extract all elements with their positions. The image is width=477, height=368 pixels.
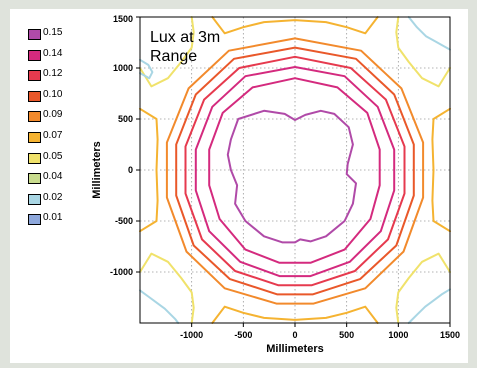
legend-label: 0.02 (43, 191, 63, 203)
legend-label: 0.10 (43, 88, 63, 100)
legend-swatch (28, 214, 41, 226)
x-tick-label: 1000 (388, 330, 408, 340)
legend-label: 0.07 (43, 130, 63, 141)
contour-line-0-07 (211, 16, 379, 35)
y-tick-label: 1500 (113, 14, 133, 24)
contour-line-0-05 (395, 16, 451, 88)
contour-line-0-15 (226, 109, 357, 244)
legend-label: 0.04 (43, 171, 63, 183)
contour-line-0-05 (139, 252, 195, 324)
contour-chart: -1000 -500 0 500 1000 1500 1500 1000 500 0 -500 -10… (91, 14, 460, 355)
legend-label: 0.09 (43, 109, 63, 121)
legend-swatch (28, 152, 41, 164)
legend-label: 0.14 (43, 47, 63, 59)
contour-line-0-10 (175, 46, 415, 296)
y-tick-label: -1000 (110, 267, 133, 277)
contour-line-0-05 (139, 16, 195, 88)
x-tick-label: 0 (292, 330, 297, 340)
y-tick-label: 0 (128, 165, 133, 175)
legend-label: 0.12 (43, 68, 63, 80)
chart-title-line-2: Range (150, 48, 197, 65)
contour-line-0-02 (139, 289, 180, 324)
contour-line-0-07 (431, 107, 451, 233)
contour-lines (139, 16, 451, 324)
contour-line-0-02 (407, 288, 451, 324)
contour-line-0-02 (407, 16, 451, 51)
legend-label: 0.05 (43, 150, 63, 162)
contour-line-0-02 (139, 58, 154, 80)
y-tick-label: -500 (115, 216, 133, 226)
legend-swatch (28, 90, 41, 102)
legend-label: 0.01 (43, 212, 63, 224)
contour-line-0-07 (139, 107, 159, 233)
contour-line-0-12 (184, 55, 406, 287)
legend-label: 0.15 (43, 27, 63, 38)
y-axis-label: Millimeters (91, 141, 103, 198)
contour-line-0-09 (165, 37, 425, 305)
legend-swatch (28, 173, 41, 185)
y-tick-label: 1000 (113, 63, 133, 73)
legend-swatch (28, 29, 41, 40)
axis-ticks: -1000 -500 0 500 1000 1500 1500 1000 500 0 -500 -10… (110, 14, 460, 340)
contour-line-0-14 (208, 77, 381, 264)
contour-line-0-07 (211, 305, 379, 324)
x-tick-label: -1000 (180, 330, 203, 340)
legend-swatch (28, 111, 41, 123)
y-tick-label: 500 (118, 114, 133, 124)
chart-title-line-1: Lux at 3m (150, 29, 220, 46)
figure-panel: 0.15 0.14 0.12 0.10 0.09 0.07 0.05 0.04 0.02 0.01… (10, 9, 468, 363)
x-tick-label: -500 (234, 330, 252, 340)
legend-swatch (28, 132, 41, 143)
x-tick-label: 500 (339, 330, 354, 340)
x-tick-label: 1500 (440, 330, 460, 340)
contour-line-0-05 (395, 252, 451, 324)
legend-swatch (28, 193, 41, 205)
legend-swatch (28, 49, 41, 61)
x-axis-label: Millimeters (266, 343, 323, 355)
legend-swatch (28, 70, 41, 82)
contour-line-0-14 (194, 66, 396, 278)
